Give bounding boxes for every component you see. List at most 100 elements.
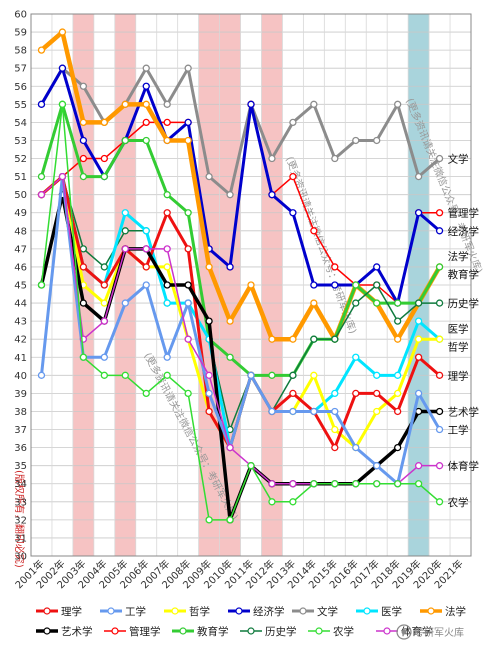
data-point [289, 335, 297, 343]
data-point [205, 407, 213, 416]
data-point [289, 389, 297, 398]
legend-label: 教育学 [197, 625, 229, 638]
data-point [226, 443, 234, 452]
data-point [142, 227, 150, 235]
data-point [184, 281, 192, 289]
legend-marker [179, 627, 187, 635]
y-tick-label: 51 [14, 172, 27, 183]
data-point [226, 191, 234, 199]
data-point [58, 28, 67, 36]
data-point [373, 263, 381, 271]
data-point [435, 462, 444, 470]
data-point [142, 281, 150, 289]
legend-label: 理学 [61, 605, 82, 618]
data-point [163, 191, 171, 199]
data-point [163, 299, 171, 307]
data-point [310, 335, 318, 343]
legend-label: 医学 [381, 605, 402, 618]
y-tick-label: 52 [14, 154, 27, 165]
legend-label: 艺术学 [61, 625, 93, 638]
data-point [184, 64, 192, 72]
data-point [58, 64, 67, 72]
data-point [352, 281, 360, 289]
data-point [289, 172, 297, 181]
data-point [184, 209, 192, 217]
data-point [79, 118, 88, 127]
legend-label: 历史学 [265, 625, 297, 638]
data-point [79, 82, 88, 90]
end-label: 医学 [448, 322, 469, 335]
data-point [100, 172, 108, 181]
end-label: 法学 [448, 250, 469, 263]
data-point [268, 154, 276, 163]
data-point [121, 371, 129, 379]
data-point [205, 172, 213, 181]
data-point [435, 263, 444, 271]
data-point [414, 480, 423, 488]
data-point [373, 480, 381, 488]
end-label: 工学 [448, 424, 469, 437]
data-point [435, 335, 444, 343]
y-tick-label: 39 [14, 389, 27, 400]
data-point [414, 172, 423, 181]
legend-item-历史学: 历史学 [240, 625, 297, 638]
legend-marker [43, 627, 51, 635]
legend-label: 法学 [445, 605, 466, 618]
legend-marker [247, 627, 255, 635]
end-label: 教育学 [448, 268, 480, 281]
data-point [163, 281, 171, 289]
data-point [331, 443, 339, 452]
data-point [121, 227, 129, 235]
copyright-notice: (版权所有，翻印必究) [13, 470, 26, 568]
data-point [247, 100, 255, 108]
data-point [142, 82, 150, 90]
legend-marker [111, 627, 119, 635]
data-point [331, 425, 339, 434]
data-point [268, 480, 276, 488]
series-line [39, 175, 442, 486]
data-point [247, 281, 255, 289]
data-point [352, 353, 360, 361]
data-point [184, 335, 192, 343]
y-tick-label: 31 [14, 533, 27, 544]
data-point [435, 407, 444, 416]
legend-label: 农学 [333, 625, 354, 638]
data-point [142, 100, 150, 108]
plot-frame [30, 13, 472, 557]
legend-label: 哲学 [189, 605, 210, 618]
legend-label: 工学 [125, 605, 146, 618]
data-point [100, 353, 108, 361]
data-point [373, 281, 381, 289]
legend-marker [315, 627, 323, 635]
data-point [352, 299, 360, 307]
legend-item-工学: 工学 [100, 605, 146, 618]
data-point [142, 245, 150, 253]
data-point [100, 371, 108, 379]
data-point [310, 371, 318, 379]
data-point [121, 100, 129, 108]
data-point [163, 245, 171, 253]
data-point [268, 191, 276, 199]
data-point [373, 462, 381, 470]
end-label: 哲学 [448, 340, 469, 353]
data-point [414, 389, 423, 398]
data-point [331, 407, 339, 416]
data-point [205, 389, 213, 398]
data-point [352, 136, 360, 145]
series-line [40, 175, 441, 431]
legend-item-艺术学: 艺术学 [36, 625, 93, 638]
data-point [289, 209, 297, 217]
legend-label: 体育学 [401, 625, 433, 638]
legend-item-理学: 理学 [36, 605, 82, 618]
y-tick-label: 34 [14, 479, 27, 490]
legend-label: 管理学 [129, 625, 161, 638]
data-point [310, 480, 318, 488]
legend-item-文学: 文学 [292, 605, 338, 618]
y-tick-label: 49 [14, 208, 27, 219]
legend-marker [383, 627, 391, 635]
y-tick-label: 37 [14, 425, 27, 436]
data-point [394, 371, 402, 379]
data-point [414, 407, 423, 416]
end-label: 农学 [448, 496, 469, 509]
